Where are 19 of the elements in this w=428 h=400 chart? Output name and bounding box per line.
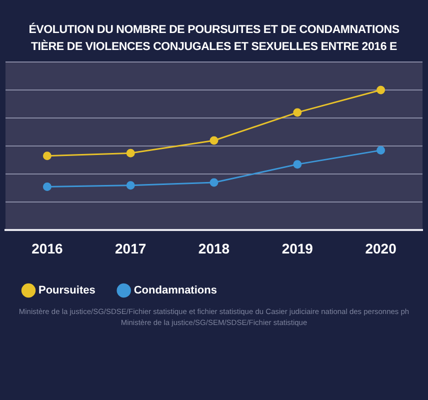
x-tick-label: 2018: [198, 240, 230, 256]
chart-subtitle: TIÈRE DE VIOLENCES CONJUGALES ET SEXUELLES ENTRE 2016 E: [30, 39, 398, 55]
point: [376, 86, 386, 94]
legend-label: Poursuites: [38, 284, 96, 297]
point: [210, 136, 218, 145]
chart-title: ÉVOLUTION DU NOMBRE DE POURSUITES ET DE CONDAMNATIONS: [28, 22, 400, 38]
x-tick-label: 2016: [32, 240, 63, 256]
x-tick-label: 2019: [282, 240, 314, 256]
legend-label: Condamnations: [134, 284, 217, 297]
point: [293, 108, 302, 117]
point: [293, 160, 302, 169]
point: [376, 146, 386, 155]
point: [126, 148, 135, 158]
point: [42, 182, 52, 191]
point: [42, 152, 52, 160]
point: [126, 181, 135, 190]
point: [210, 178, 218, 187]
x-tick-label: 2017: [115, 240, 146, 256]
x-tick-label: 2020: [365, 240, 397, 256]
